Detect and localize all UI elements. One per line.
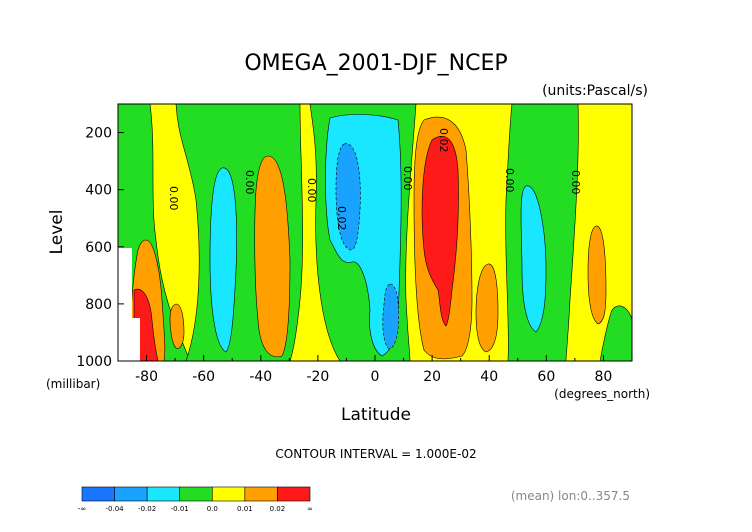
region-blue-upper xyxy=(335,143,361,251)
x-tick-label: 80 xyxy=(595,369,613,385)
colorbar-label: -0.04 xyxy=(106,505,125,513)
y-tick-label: 200 xyxy=(85,126,112,142)
x-tick-label: 40 xyxy=(480,369,498,385)
colorbar-swatch xyxy=(277,486,311,502)
x-tick-label: -80 xyxy=(135,369,158,385)
colorbar-swatch xyxy=(114,486,148,502)
contour-label: 0.00 xyxy=(167,186,180,211)
x-tick-label: 0 xyxy=(371,369,380,385)
region-orange-south-small xyxy=(169,303,185,349)
footnote-mean-lon: (mean) lon:0..357.5 xyxy=(511,489,630,503)
colorbar-label: -0.01 xyxy=(171,505,189,513)
colorbar-label: -0.02 xyxy=(138,505,156,513)
y-tick-label: 400 xyxy=(85,183,112,199)
y-tick-label: 600 xyxy=(85,240,112,256)
region-orange-north-small xyxy=(475,263,499,353)
y-tick-label: 1000 xyxy=(76,354,112,370)
contour-label: 0.00 xyxy=(305,178,318,203)
contour-label: 0.02 xyxy=(437,128,450,153)
colorbar-swatch xyxy=(179,486,213,502)
contour-label: 0.00 xyxy=(243,170,256,195)
x-tick-label: -40 xyxy=(249,369,272,385)
region-red-north xyxy=(421,135,459,327)
chart-title: OMEGA_2001-DJF_NCEP xyxy=(244,51,507,76)
colorbar-label: 0.02 xyxy=(270,505,286,513)
missing-data-region-2 xyxy=(132,318,140,361)
contour-label: 0.02 xyxy=(335,206,348,231)
region-cyan-north xyxy=(520,185,547,333)
region-cyan-south xyxy=(209,167,237,353)
colorbar-label: ∞ xyxy=(307,505,313,513)
x-tick-label: -20 xyxy=(306,369,329,385)
colorbar-swatch xyxy=(244,486,278,502)
colorbar-swatch xyxy=(146,486,181,502)
units-note: (units:Pascal/s) xyxy=(542,83,648,99)
colorbar-swatch xyxy=(81,486,115,502)
contour-label: 0.00 xyxy=(401,166,414,191)
x-tick-label: 60 xyxy=(537,369,555,385)
missing-data-region xyxy=(118,248,132,361)
contour-label: 0.00 xyxy=(569,170,582,195)
colorbar-label: 0.01 xyxy=(237,505,253,513)
y-tick-label: 800 xyxy=(85,297,112,313)
contour-label: 0.00 xyxy=(503,168,516,193)
x-tick-label: 20 xyxy=(423,369,441,385)
region-orange-south-main xyxy=(254,155,291,358)
y-axis-unit: (millibar) xyxy=(46,377,100,391)
y-axis-label: Level xyxy=(47,210,67,255)
colorbar: -∞ -0.04 -0.02 -0.01 0.0 0.01 0.02 ∞ xyxy=(78,486,313,513)
x-axis-label: Latitude xyxy=(341,405,411,425)
x-tick-label: -60 xyxy=(192,369,215,385)
x-axis: -80 -60 -40 -20 0 20 40 60 80 xyxy=(117,355,633,385)
colorbar-swatch xyxy=(211,486,246,502)
colorbar-label: 0.0 xyxy=(207,505,218,513)
region-orange-northpole xyxy=(587,225,607,325)
plot-area: 0.00 0.00 0.00 0.02 0.00 0.02 0.00 0.00 xyxy=(117,103,633,362)
contour-interval-note: CONTOUR INTERVAL = 1.000E-02 xyxy=(275,447,476,461)
y-axis: 200 400 600 800 1000 xyxy=(76,126,124,370)
x-axis-unit: (degrees_north) xyxy=(554,387,650,401)
region-blue-lower xyxy=(382,283,400,349)
colorbar-label: -∞ xyxy=(78,505,86,513)
